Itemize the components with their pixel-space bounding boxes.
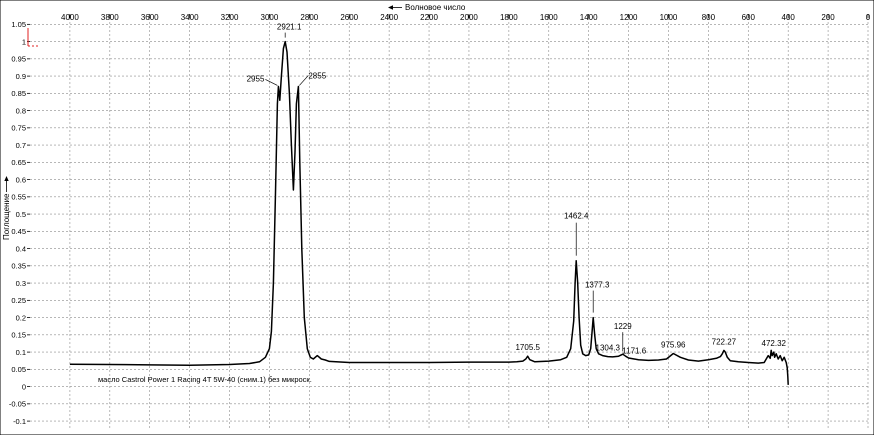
annotation-leader xyxy=(265,79,278,86)
x-axis-arrow-head xyxy=(388,5,393,10)
peak-label: 2855 xyxy=(308,71,326,80)
cursor-marker xyxy=(27,28,38,47)
y-tick-label: 0.1 xyxy=(16,348,26,357)
series-legend-label: масло Castrol Power 1 Racing 4T 5W-40 (с… xyxy=(98,375,312,384)
peak-label: 1462.4 xyxy=(564,212,589,221)
peak-label: 1377.3 xyxy=(585,281,610,290)
x-tick-label: 0 xyxy=(866,13,871,22)
x-tick-label: 1200 xyxy=(620,13,638,22)
y-tick-label: 0 xyxy=(22,382,26,391)
x-tick-label: 2000 xyxy=(460,13,478,22)
x-tick-label: 3400 xyxy=(181,13,199,22)
x-tick-label: 2200 xyxy=(420,13,438,22)
peak-label: 722.27 xyxy=(712,337,737,346)
x-tick-label: 800 xyxy=(702,13,716,22)
x-axis-title: Волновое число xyxy=(388,3,466,12)
y-tick-label: 0.5 xyxy=(16,210,26,219)
y-tick-label: 0.05 xyxy=(11,365,26,374)
x-tick-label: 200 xyxy=(821,13,835,22)
x-tick-label: 3200 xyxy=(221,13,239,22)
x-tick-label: 600 xyxy=(742,13,756,22)
y-tick-label: 0.8 xyxy=(16,106,26,115)
peak-annotations: 2921.1 2955 2855 1462.4 1377.3 1229 1705.5 1304… xyxy=(247,23,787,356)
y-tick-label: 0.6 xyxy=(16,175,26,184)
y-tick-label: 0.4 xyxy=(16,244,26,253)
y-tick-label: 0.7 xyxy=(16,141,26,150)
y-axis-title: Поглощение xyxy=(2,176,11,240)
peak-label: 1229 xyxy=(614,322,632,331)
y-tick-label: 0.55 xyxy=(11,193,26,202)
y-tick-label: 0.65 xyxy=(11,158,26,167)
x-tick-label: 1600 xyxy=(540,13,558,22)
y-tick-label: 0.3 xyxy=(16,279,26,288)
y-tick-label: 0.35 xyxy=(11,262,26,271)
y-tick-label: 0.25 xyxy=(11,296,26,305)
y-tick-label: 1.05 xyxy=(11,20,26,29)
annotation-leader xyxy=(299,75,309,86)
y-tick-label: 0.95 xyxy=(11,55,26,64)
y-tick-label: 0.85 xyxy=(11,89,26,98)
y-tick-label: 0.9 xyxy=(16,72,26,81)
peak-label: 975.96 xyxy=(661,340,686,349)
y-axis-arrow-head xyxy=(4,176,9,181)
x-axis: 4000 3800 3600 3400 3200 3000 2800 2600 2400 2200… xyxy=(61,13,871,22)
y-tick-label: 1 xyxy=(22,37,26,46)
x-tick-label: 1400 xyxy=(580,13,598,22)
x-tick-label: 2400 xyxy=(380,13,398,22)
x-tick-label: 3000 xyxy=(261,13,279,22)
x-tick-label: 4000 xyxy=(61,13,79,22)
x-tick-label: 400 xyxy=(782,13,796,22)
peak-label: 1304.3 xyxy=(596,344,621,353)
y-tick-label: -0.05 xyxy=(9,400,26,409)
y-axis-label: Поглощение xyxy=(2,193,11,240)
x-tick-label: 3800 xyxy=(101,13,119,22)
y-tick-label: 0.15 xyxy=(11,331,26,340)
x-axis-label: Волновое число xyxy=(405,3,466,12)
peak-label: 1171.6 xyxy=(622,347,646,356)
peak-label: 1705.5 xyxy=(515,343,540,352)
y-tick-label: 0.45 xyxy=(11,227,26,236)
series-group xyxy=(69,40,789,385)
x-tick-label: 1000 xyxy=(660,13,678,22)
series-line xyxy=(69,40,789,385)
x-tick-label: 2600 xyxy=(340,13,358,22)
peak-label: 2921.1 xyxy=(277,23,302,32)
y-tick-label: 0.75 xyxy=(11,124,26,133)
y-tick-label: 0.2 xyxy=(16,313,26,322)
peak-label: 2955 xyxy=(247,74,265,83)
x-tick-label: 3600 xyxy=(141,13,159,22)
peak-label: 472.32 xyxy=(762,339,787,348)
y-axis: -0.1 -0.05 0 0.05 0.1 0.15 0.2 0.25 0.3 0.35 0.4 0.… xyxy=(9,20,30,426)
x-tick-label: 1800 xyxy=(500,13,518,22)
y-tick-label: -0.1 xyxy=(13,417,26,426)
x-tick-label: 2800 xyxy=(300,13,318,22)
